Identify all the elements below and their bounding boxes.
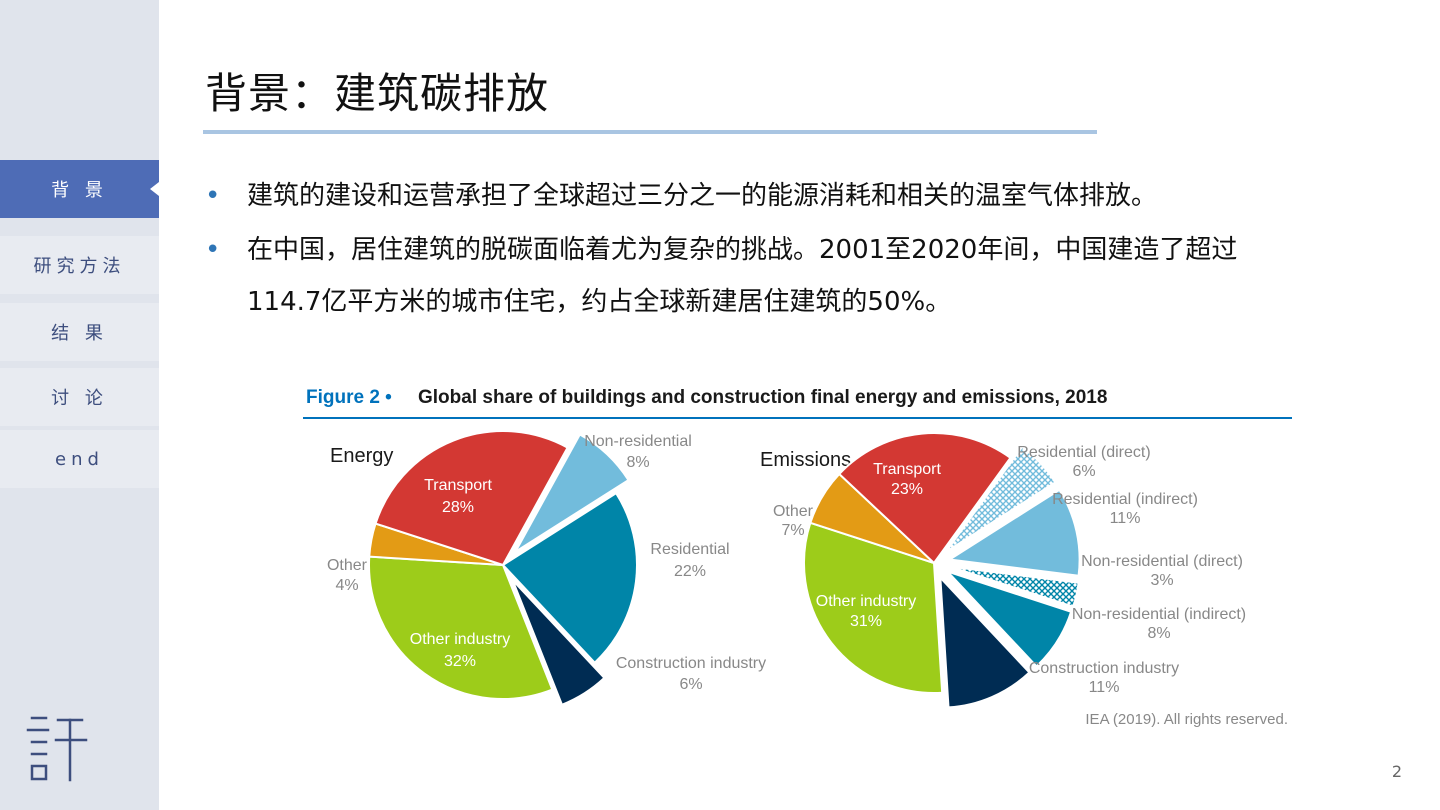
energy-label-construction-industry: Construction industry (616, 655, 766, 672)
title-underline (203, 130, 1097, 134)
emissions-label-residential-indirect: Residential (indirect) (1052, 491, 1198, 508)
emissions-slice-residential-direct (944, 445, 1057, 553)
emissions-label-construction-industry: Construction industry (1029, 660, 1179, 677)
energy-label-residential: Residential (650, 541, 729, 558)
bullet-item: • 建筑的建设和运营承担了全球超过三分之一的能源消耗和相关的温室气体排放。 (205, 170, 1305, 222)
emissions-slice-other-industry (803, 521, 944, 694)
emissions-slice-non-residential-direct (949, 565, 1080, 608)
sidebar-item-end[interactable]: end (0, 430, 159, 488)
energy-value-other: 4% (335, 577, 358, 594)
bullet-dot-icon: • (205, 235, 221, 265)
emissions-label-residential-direct: Residential (direct) (1017, 444, 1150, 461)
energy-slice-transport (374, 430, 569, 567)
bullet-text: 建筑的建设和运营承担了全球超过三分之一的能源消耗和相关的温室气体排放。 (247, 181, 1158, 211)
energy-slice-residential (501, 491, 638, 665)
energy-pie (368, 430, 638, 707)
figure-label: Figure 2 • (306, 387, 392, 408)
emissions-label-other-industry: Other industry (816, 593, 916, 610)
sidebar-item-discussion[interactable]: 讨 论 (0, 368, 159, 426)
energy-value-other-industry: 32% (444, 653, 476, 670)
emissions-value-construction-industry: 11% (1089, 679, 1120, 696)
sidebar-item-results[interactable]: 结 果 (0, 303, 159, 361)
energy-slice-other-industry (368, 555, 554, 700)
energy-value-residential: 22% (674, 563, 706, 580)
emissions-value-residential-indirect: 11% (1110, 510, 1141, 527)
energy-value-transport: 28% (442, 499, 474, 516)
energy-slice-non-residential (514, 433, 630, 553)
emissions-label-non-residential-direct: Non-residential (direct) (1081, 553, 1243, 570)
energy-label-other: Other (327, 557, 368, 574)
emissions-pie (803, 432, 1081, 709)
emissions-value-non-residential-indirect: 8% (1147, 625, 1170, 642)
emissions-slice-residential-indirect (946, 488, 1081, 577)
emissions-value-transport: 23% (891, 481, 923, 498)
energy-value-construction-industry: 6% (679, 676, 702, 693)
page-number: 2 (1391, 762, 1402, 781)
sidebar-item-background[interactable]: 背 景 (0, 160, 159, 218)
energy-label-other-industry: Other industry (410, 631, 510, 648)
sidebar-item-methods[interactable]: 研究方法 (0, 236, 159, 294)
emissions-label-transport: Transport (873, 461, 941, 478)
emissions-label-non-residential-indirect: Non-residential (indirect) (1072, 606, 1246, 623)
bullet-dot-icon: • (205, 181, 221, 211)
emissions-value-other-industry: 31% (850, 613, 882, 630)
energy-label-transport: Transport (424, 477, 492, 494)
emissions-slice-transport (837, 432, 1012, 565)
energy-chart-subtitle: Energy (330, 445, 393, 467)
energy-slice-construction-industry (511, 579, 606, 707)
bullet-item: • 在中国，居住建筑的脱碳面临着尤为复杂的挑战。2001至2020年间，中国建造… (205, 224, 1305, 328)
page-title: 背景：建筑碳排放 (205, 69, 550, 118)
xu-character-logo-icon (26, 716, 88, 782)
chart-source-note: IEA (2019). All rights reserved. (1085, 711, 1288, 728)
emissions-slice-non-residential-indirect (946, 570, 1073, 668)
chart-title: Global share of buildings and constructi… (418, 387, 1107, 408)
emissions-chart-subtitle: Emissions (760, 449, 851, 471)
emissions-value-non-residential-direct: 3% (1150, 572, 1173, 589)
emissions-slice-construction-industry (939, 574, 1031, 709)
pie-charts-figure: Figure 2 • Global share of buildings and… (303, 387, 1292, 728)
emissions-value-other: 7% (781, 522, 804, 539)
sidebar: 背 景 研究方法 结 果 讨 论 end (0, 0, 159, 810)
emissions-label-other: Other (773, 503, 814, 520)
energy-label-non-residential: Non-residential (584, 433, 692, 450)
emissions-value-residential-direct: 6% (1072, 463, 1095, 480)
bullet-text: 在中国，居住建筑的脱碳面临着尤为复杂的挑战。2001至2020年间，中国建造了超… (247, 235, 1238, 317)
energy-value-non-residential: 8% (626, 454, 649, 471)
